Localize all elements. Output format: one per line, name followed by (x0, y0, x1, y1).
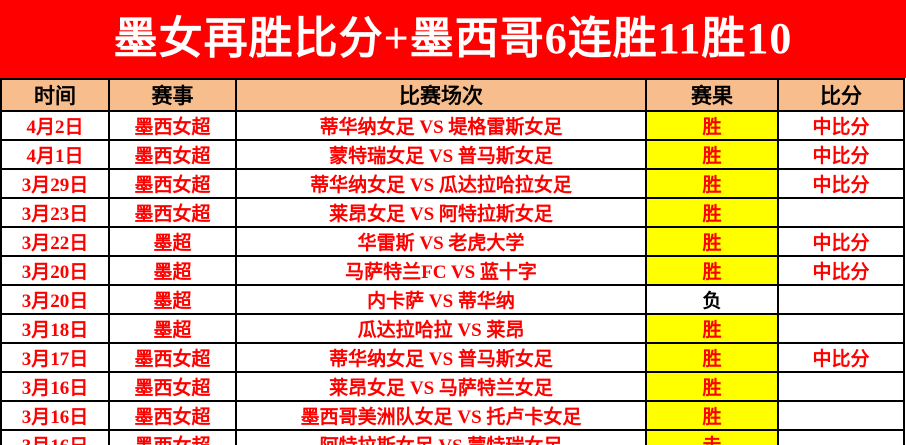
cell-score: 中比分 (777, 255, 905, 286)
cell-date: 4月2日 (0, 110, 110, 141)
cell-score (777, 429, 905, 445)
cell-date: 3月23日 (0, 197, 110, 228)
cell-league: 墨西女超 (108, 168, 237, 199)
col-header-score: 比分 (777, 78, 905, 112)
cell-result: 胜 (645, 313, 779, 344)
cell-date: 3月22日 (0, 226, 110, 257)
cell-date: 3月16日 (0, 371, 110, 402)
cell-match: 马萨特兰FC VS 蓝十字 (235, 255, 647, 286)
cell-score: 中比分 (777, 226, 905, 257)
cell-date: 3月29日 (0, 168, 110, 199)
cell-league: 墨西女超 (108, 110, 237, 141)
table-row: 3月16日 墨西女超 莱昂女足 VS 马萨特兰女足胜 (0, 371, 905, 402)
cell-league: 墨西女超 (108, 139, 237, 170)
cell-date: 3月16日 (0, 429, 110, 445)
results-table-body: 4月2日 墨西女超 蒂华纳女足 VS 堤格雷斯女足胜中比分 4月1日 墨西女超 蒙特瑞女足… (0, 110, 905, 445)
cell-league: 墨西女超 (108, 371, 237, 402)
cell-league: 墨超 (108, 313, 237, 344)
table-row: 3月20日 墨超 内卡萨 VS 蒂华纳负 (0, 284, 905, 315)
cell-score: 中比分 (777, 110, 905, 141)
cell-match: 蒂华纳女足 VS 普马斯女足 (235, 342, 647, 373)
cell-score: 中比分 (777, 139, 905, 170)
cell-match: 华雷斯 VS 老虎大学 (235, 226, 647, 257)
results-table: 时间 赛事 比赛场次 赛果 比分 4月2日 墨西女超 蒂华纳女足 VS 堤格雷斯女足… (0, 78, 905, 445)
cell-date: 3月17日 (0, 342, 110, 373)
table-row: 4月2日 墨西女超 蒂华纳女足 VS 堤格雷斯女足胜中比分 (0, 110, 905, 141)
cell-score (777, 313, 905, 344)
cell-match: 莱昂女足 VS 阿特拉斯女足 (235, 197, 647, 228)
cell-score: 中比分 (777, 342, 905, 373)
cell-result: 胜 (645, 226, 779, 257)
cell-result: 负 (645, 284, 779, 315)
cell-date: 3月20日 (0, 255, 110, 286)
cell-score (777, 197, 905, 228)
table-row: 3月16日 墨西女超 墨西哥美洲队女足 VS 托卢卡女足胜 (0, 400, 905, 431)
cell-league: 墨超 (108, 255, 237, 286)
cell-match: 莱昂女足 VS 马萨特兰女足 (235, 371, 647, 402)
col-header-date: 时间 (0, 78, 110, 112)
cell-result: 胜 (645, 110, 779, 141)
cell-date: 3月18日 (0, 313, 110, 344)
table-row: 3月16日墨西女超阿特拉斯女足 VS 蒙特瑞女足走 (0, 429, 905, 445)
col-header-result: 赛果 (645, 78, 779, 112)
cell-result: 胜 (645, 371, 779, 402)
cell-date: 4月1日 (0, 139, 110, 170)
cell-date: 3月20日 (0, 284, 110, 315)
cell-league: 墨西女超 (108, 429, 237, 445)
cell-result: 走 (645, 429, 779, 445)
table-row: 4月1日 墨西女超 蒙特瑞女足 VS 普马斯女足胜中比分 (0, 139, 905, 170)
table-row: 3月17日 墨西女超 蒂华纳女足 VS 普马斯女足胜中比分 (0, 342, 905, 373)
col-header-league: 赛事 (108, 78, 237, 112)
table-row: 3月23日 墨西女超 莱昂女足 VS 阿特拉斯女足胜 (0, 197, 905, 228)
cell-result: 胜 (645, 342, 779, 373)
banner-title: 墨女再胜比分+墨西哥6连胜11胜10 (0, 0, 906, 78)
cell-score (777, 371, 905, 402)
cell-result: 胜 (645, 168, 779, 199)
cell-match: 内卡萨 VS 蒂华纳 (235, 284, 647, 315)
cell-match: 阿特拉斯女足 VS 蒙特瑞女足 (235, 429, 647, 445)
cell-league: 墨西女超 (108, 342, 237, 373)
cell-result: 胜 (645, 197, 779, 228)
cell-match: 蒂华纳女足 VS 堤格雷斯女足 (235, 110, 647, 141)
cell-match: 蒂华纳女足 VS 瓜达拉哈拉女足 (235, 168, 647, 199)
cell-match: 墨西哥美洲队女足 VS 托卢卡女足 (235, 400, 647, 431)
cell-score: 中比分 (777, 168, 905, 199)
cell-result: 胜 (645, 255, 779, 286)
cell-score (777, 284, 905, 315)
cell-score (777, 400, 905, 431)
header-row: 时间 赛事 比赛场次 赛果 比分 (0, 78, 905, 112)
table-row: 3月22日 墨超 华雷斯 VS 老虎大学胜中比分 (0, 226, 905, 257)
table-row: 3月18日 墨超 瓜达拉哈拉 VS 莱昂胜 (0, 313, 905, 344)
cell-league: 墨超 (108, 284, 237, 315)
cell-league: 墨西女超 (108, 197, 237, 228)
cell-date: 3月16日 (0, 400, 110, 431)
cell-result: 胜 (645, 400, 779, 431)
cell-league: 墨西女超 (108, 400, 237, 431)
cell-result: 胜 (645, 139, 779, 170)
table-row: 3月29日 墨西女超 蒂华纳女足 VS 瓜达拉哈拉女足胜中比分 (0, 168, 905, 199)
col-header-match: 比赛场次 (235, 78, 647, 112)
cell-match: 瓜达拉哈拉 VS 莱昂 (235, 313, 647, 344)
cell-league: 墨超 (108, 226, 237, 257)
cell-match: 蒙特瑞女足 VS 普马斯女足 (235, 139, 647, 170)
table-row: 3月20日 墨超 马萨特兰FC VS 蓝十字胜中比分 (0, 255, 905, 286)
